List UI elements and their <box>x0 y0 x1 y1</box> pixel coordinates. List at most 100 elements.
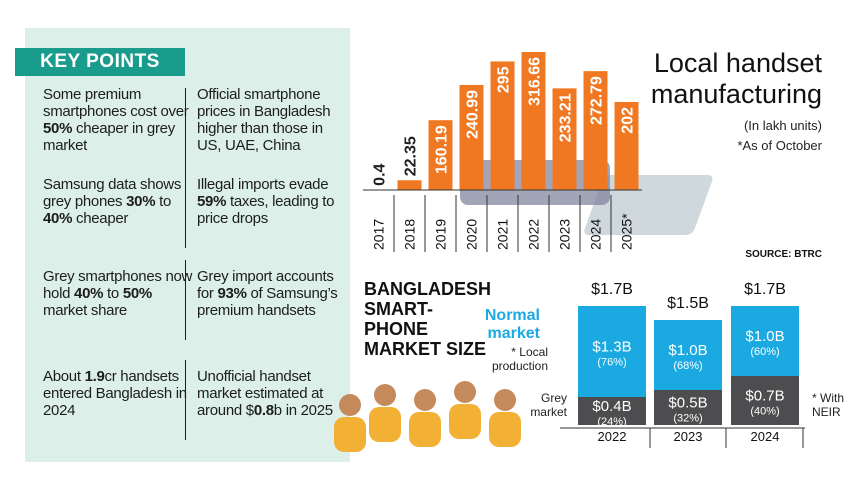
series-note: * With NEIR <box>812 391 844 419</box>
bar <box>428 120 453 190</box>
illustration <box>339 394 361 416</box>
value-label: 22.35 <box>403 136 420 176</box>
chart-title: manufacturing <box>651 79 822 109</box>
bar-segment <box>578 397 646 425</box>
bar <box>614 101 639 190</box>
value-label: $0.7B <box>745 388 784 405</box>
key-point: About 1.9cr handsets entered Bangladesh … <box>43 368 193 419</box>
key-figure: 50% <box>43 120 73 137</box>
x-tick-label: 2023 <box>557 219 573 250</box>
key-text: to <box>103 285 123 302</box>
key-text: Illegal imports evade <box>197 176 329 193</box>
illustration <box>374 384 396 406</box>
key-text: Grey smartphones now hold <box>43 268 193 302</box>
key-text: Unofficial handset market estimated at a… <box>197 368 324 419</box>
key-points-panel: KEY POINTS Some premium smartphones cost… <box>15 28 350 462</box>
illustration <box>409 412 441 447</box>
key-point: Some premium smartphones cost over 50% c… <box>43 86 193 154</box>
illustration <box>494 389 516 411</box>
key-figure: 1.9 <box>84 368 105 385</box>
value-label: 272.79 <box>589 76 606 125</box>
key-points-title: KEY POINTS <box>15 48 185 76</box>
chart-note: *As of October <box>737 138 822 153</box>
key-text: cheaper <box>72 210 129 227</box>
key-point: Grey import accounts for 93% of Samsung’… <box>197 268 347 319</box>
share-label: (68%) <box>673 360 702 372</box>
key-point: Unofficial handset market estimated at a… <box>197 368 347 419</box>
share-label: (24%) <box>597 416 626 428</box>
value-label: $1.3B <box>592 339 631 356</box>
share-label: (60%) <box>750 346 779 358</box>
key-text: to <box>155 193 172 210</box>
value-label: $0.4B <box>592 398 631 415</box>
x-tick-label: 2024 <box>588 219 604 250</box>
key-figure: 93% <box>217 285 247 302</box>
key-text: Some premium smartphones cost over <box>43 86 189 120</box>
key-figure: 59% <box>197 193 227 210</box>
x-tick-label: 2023 <box>674 429 703 444</box>
x-tick-label: 2024 <box>751 429 780 444</box>
x-tick-label: 2025* <box>619 213 635 250</box>
illustration <box>489 412 521 447</box>
key-text: of Samsung’s premium handsets <box>197 285 338 319</box>
key-point: Illegal imports evade 59% taxes, leading… <box>197 176 347 227</box>
illustration <box>454 381 476 403</box>
key-text: b in 2025 <box>273 402 333 419</box>
x-tick-label: 2022 <box>598 429 627 444</box>
bar <box>459 84 484 190</box>
key-text: About <box>43 368 85 385</box>
separator <box>185 260 186 340</box>
bar <box>552 88 577 190</box>
value-label: 240.99 <box>465 90 482 139</box>
bar <box>521 52 546 190</box>
series-note: * Local production <box>492 345 548 373</box>
share-label: (32%) <box>673 413 702 425</box>
legend-label: Normal market <box>485 307 541 342</box>
key-text: cr handsets entered Bangladesh in 2024 <box>43 368 187 419</box>
illustration <box>414 389 436 411</box>
key-point: Official smartphone prices in Bangladesh… <box>197 86 347 154</box>
x-tick-label: 2021 <box>495 219 511 250</box>
x-tick-label: 2018 <box>402 219 418 250</box>
key-point: Samsung data shows grey phones 30% to 40… <box>43 176 193 227</box>
chart-title: PHONE <box>364 319 428 339</box>
key-text: Official smartphone prices in Bangladesh… <box>197 86 331 154</box>
value-label: 202 <box>620 107 637 134</box>
value-label: 233.21 <box>558 93 575 142</box>
key-text: Samsung data shows grey phones <box>43 176 182 210</box>
legend-label: Grey market <box>530 391 567 419</box>
chart-title: MARKET SIZE <box>364 339 486 359</box>
bar-segment <box>578 306 646 397</box>
key-figure: 30% <box>126 193 156 210</box>
key-text: taxes, leading to price drops <box>197 193 335 227</box>
value-label: 316.66 <box>527 57 544 106</box>
bar-segment <box>731 306 799 376</box>
chart-title: BANGLADESH <box>364 279 491 299</box>
value-label: 0.4 <box>372 163 389 185</box>
separator <box>185 168 186 248</box>
bar-segment <box>731 376 799 425</box>
bar <box>397 180 422 190</box>
bar <box>490 61 515 191</box>
key-figure: 50% <box>122 285 152 302</box>
share-label: (76%) <box>597 357 626 369</box>
bar-segment <box>654 320 722 390</box>
separator <box>185 88 186 168</box>
key-figure: 40% <box>74 285 104 302</box>
key-figure: 0.8 <box>253 402 274 419</box>
illustration <box>334 417 366 452</box>
x-tick-label: 2020 <box>464 219 480 250</box>
key-text: market share <box>43 302 127 319</box>
illustration <box>369 407 401 442</box>
chart-title: Local handset <box>654 48 823 78</box>
value-label: 160.19 <box>434 125 451 174</box>
chart-title: SMART- <box>364 299 433 319</box>
x-tick-label: 2022 <box>526 219 542 250</box>
chart-source: SOURCE: BTRC <box>745 249 822 260</box>
x-tick-label: 2019 <box>433 219 449 250</box>
bar-segment <box>654 390 722 425</box>
key-figure: 40% <box>43 210 73 227</box>
share-label: (40%) <box>750 406 779 418</box>
